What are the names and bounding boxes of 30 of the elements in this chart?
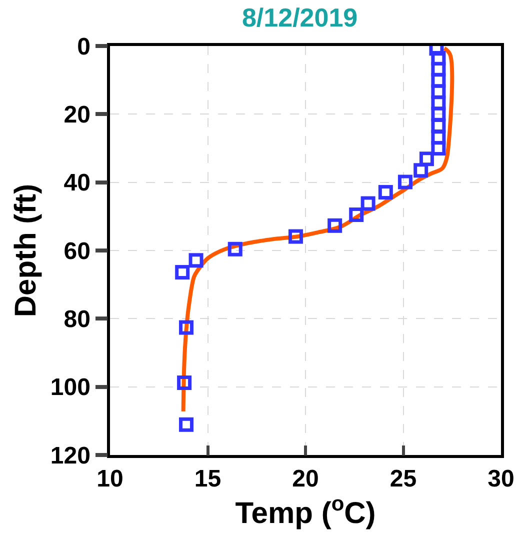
- x-tick-label: 20: [292, 466, 319, 493]
- x-tick-label: 10: [96, 466, 124, 493]
- point: [188, 253, 204, 268]
- chart-title: 8/12/2019: [242, 2, 358, 32]
- point: [414, 163, 428, 178]
- y-tick-label: 40: [64, 170, 90, 197]
- y-tick-label: 60: [64, 238, 90, 265]
- y-axis-title: Depth (ft): [9, 184, 42, 318]
- point: [179, 417, 194, 432]
- point: [228, 242, 242, 256]
- point: [175, 265, 190, 280]
- y-tick-label: 0: [77, 33, 90, 60]
- point: [288, 229, 303, 244]
- point: [328, 218, 342, 233]
- x-tick-label: 25: [390, 466, 417, 493]
- point: [431, 141, 446, 156]
- point: [378, 184, 393, 200]
- y-tick-label: 20: [64, 102, 90, 129]
- point: [177, 375, 192, 390]
- y-tick-label: 120: [50, 442, 90, 470]
- x-tick-label: 30: [488, 466, 514, 493]
- y-tick-label: 80: [64, 306, 90, 334]
- point: [419, 152, 434, 166]
- point: [179, 320, 194, 335]
- point: [398, 174, 412, 190]
- x-tick-label: 15: [194, 466, 222, 493]
- y-tick-label: 100: [50, 374, 90, 402]
- x-axis-title: Temp ($^{o}$C): [235, 492, 376, 530]
- point: [360, 196, 376, 211]
- point: [349, 207, 364, 222]
